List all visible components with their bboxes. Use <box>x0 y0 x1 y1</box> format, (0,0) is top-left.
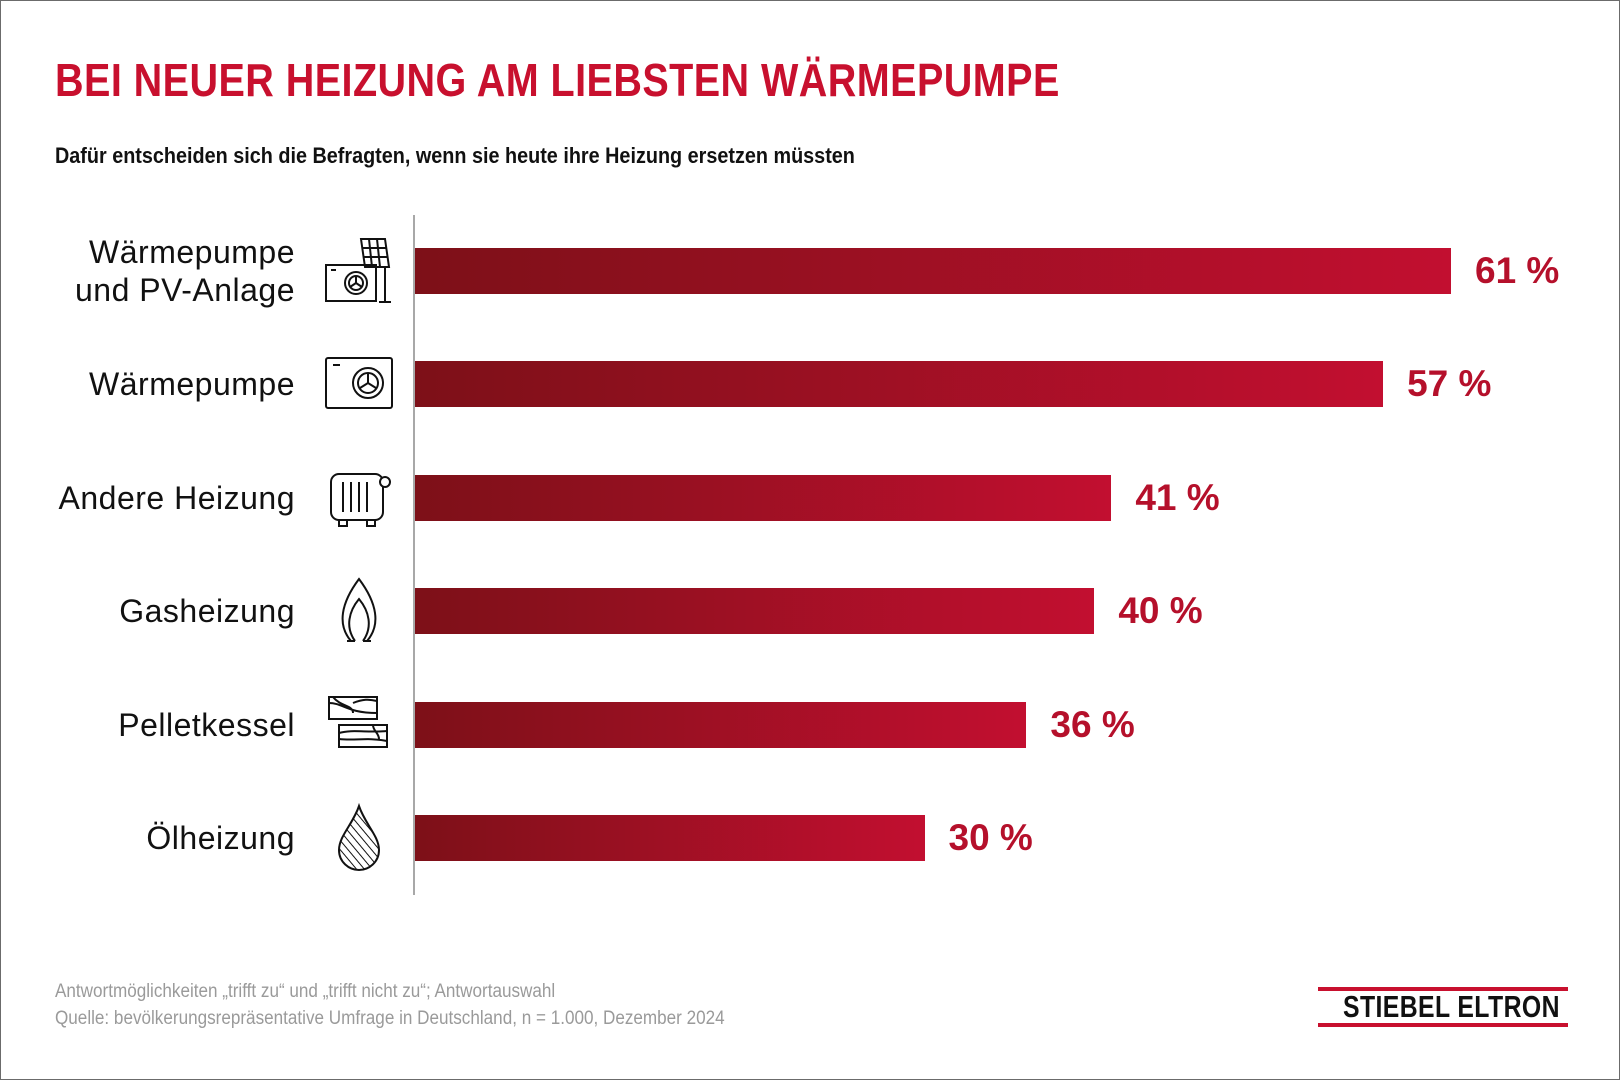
data-label: 57 % <box>1407 363 1492 405</box>
logo-text: STIEBEL ELTRON <box>1343 989 1560 1024</box>
category-label-line: Gasheizung <box>119 593 295 630</box>
wood-pellet-icon <box>323 689 395 761</box>
data-label: 61 % <box>1475 250 1560 291</box>
logo-bottom-stripe <box>1318 1023 1568 1027</box>
radiator-icon <box>323 462 395 534</box>
category-label-line: Andere Heizung <box>58 479 295 516</box>
category-label-line: Ölheizung <box>146 820 295 856</box>
bar <box>415 248 1451 294</box>
footnote-answers: Antwortmöglichkeiten „trifft zu“ und „tr… <box>55 981 556 1002</box>
oil-drop-icon <box>323 802 395 874</box>
data-label: 30 % <box>948 817 1033 858</box>
chart-title: BEI NEUER HEIZUNG AM LIEBSTEN WÄRMEPUMPE <box>55 54 1060 106</box>
bar-row: Andere Heizung 41 % <box>1 472 1619 527</box>
chart-subtitle: Dafür entscheiden sich die Befragten, we… <box>55 143 855 168</box>
category-label: Ölheizung <box>146 819 295 857</box>
gas-flame-icon <box>323 575 395 647</box>
stiebel-eltron-logo: STIEBEL ELTRON <box>1318 987 1568 1027</box>
bar <box>415 588 1095 635</box>
bar <box>415 701 1027 748</box>
bar-row: Wärmepumpe 57 % <box>1 357 1619 410</box>
category-axis-line <box>413 215 415 895</box>
heat-pump-icon <box>323 348 395 420</box>
category-label: Gasheizung <box>119 592 295 630</box>
data-label: 41 % <box>1135 476 1220 518</box>
bar-row: Gasheizung 40 % <box>1 577 1619 643</box>
bar-row: Pelletkessel 36 % <box>1 695 1619 748</box>
category-label: Pelletkessel <box>118 706 295 744</box>
category-label-line: Wärmepumpe <box>89 366 295 403</box>
bar <box>415 815 925 861</box>
category-label: Wärmepumpe und PV-Anlage <box>75 233 295 309</box>
bar <box>415 474 1112 521</box>
heat-pump-solar-panel-icon <box>323 235 395 307</box>
category-label: Andere Heizung <box>59 479 295 517</box>
category-label: Wärmepumpe <box>89 365 295 403</box>
category-label-line: Pelletkessel <box>118 706 295 743</box>
category-label-line: Wärmepumpe <box>89 234 295 270</box>
data-label: 40 % <box>1118 590 1203 632</box>
bar-row: Wärmepumpe und PV-Anlage 61 % <box>1 234 1619 308</box>
data-label: 36 % <box>1050 703 1135 745</box>
bar-row: Ölheizung 30 % <box>1 802 1619 872</box>
footnote-source: Quelle: bevölkerungsrepräsentative Umfra… <box>55 1008 725 1029</box>
category-label-line: und PV-Anlage <box>75 272 295 308</box>
bar <box>415 361 1384 408</box>
logo-top-stripe <box>1318 987 1568 991</box>
